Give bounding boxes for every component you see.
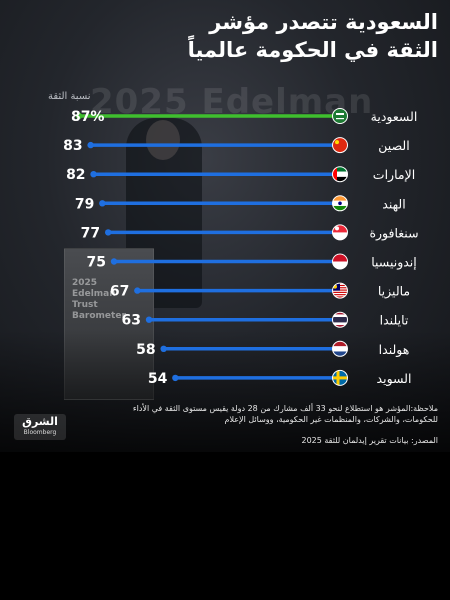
podium-text: 2025 Edelman Trust Barometer [72,278,126,321]
chart-title-line-1: السعودية تتصدر مؤشر [209,10,438,34]
bar-cap-5 [104,229,112,236]
flag-sweden-icon [332,369,348,386]
category-label-3: الإمارات [373,167,415,183]
bar-cap-1 [75,112,83,120]
value-label-3: 82 [66,167,85,183]
source-note: المصدر: بيانات تقرير إيدلمان للثقة 2025 [301,436,438,445]
value-label-6: 75 [87,255,106,271]
value-label-9: 58 [136,342,155,358]
category-label-8: تايلندا [380,313,409,328]
flag-china-icon [332,137,348,154]
flag-uae-icon [332,166,348,183]
bar-cap-10 [172,374,179,382]
flag-india-icon [332,195,348,212]
category-label-2: الصين [378,138,409,154]
bar-cap-9 [160,345,167,352]
category-label-5: سنغافورة [369,225,418,241]
value-label-5: 77 [81,225,100,241]
flag-india-icon-ring [332,195,348,212]
logo-main-text: الشرق [22,415,58,428]
flag-thailand-icon-ring [332,311,348,328]
category-label-7: ماليزيا [378,284,410,300]
flag-indonesia-icon-ring [332,253,348,270]
value-label-7: 67 [110,284,129,300]
value-label-10: 54 [148,371,168,387]
chart-title-line-2: الثقة في الحكومة عالمياً [187,38,438,62]
logo-sub-text: Bloomberg [23,429,57,436]
bar-cap-8 [145,316,153,323]
x-axis-label: نسبة الثقة [48,91,91,102]
value-label-2: 83 [63,138,82,154]
value-label-4: 79 [75,196,94,212]
flag-malaysia-icon [332,282,348,299]
flag-indonesia-icon [332,253,348,270]
bar-cap-7 [134,287,141,294]
flag-netherlands-icon [332,340,348,357]
bar-cap-6 [110,258,118,265]
value-label-8: 63 [122,313,141,329]
footnote: ملاحظة:المؤشر هو استطلاع لنحو 33 ألف مشا… [132,404,438,424]
category-label-6: إندونيسيا [371,255,417,271]
flag-china-icon-ring [332,137,348,154]
bar-chart: 87% السعودية 83 الصين 82 الإمارات 79 الهند 77 سنغ… [63,108,419,387]
flag-singapore-icon [332,224,348,241]
flag-netherlands-icon-ring [332,340,348,357]
category-label-4: الهند [382,196,405,212]
speaker-head [146,120,180,160]
infographic-card: 2025 Edelman 2025 Edelman Trust Baromete… [0,0,450,452]
category-label-10: السويد [377,371,412,387]
flag-malaysia-icon-ring [332,282,348,299]
bar-cap-4 [99,200,106,207]
category-label-1: السعودية [371,109,418,125]
flag-uae-icon-ring [332,166,348,183]
flag-singapore-icon-ring [332,224,348,241]
flag-sweden-icon-ring [332,369,348,386]
flag-saudi-arabia-icon [332,108,348,124]
asharq-bloomberg-logo: الشرق Bloomberg [14,414,66,440]
category-label-9: هولندا [379,342,410,358]
flag-saudi-arabia-icon-ring [332,108,348,124]
bar-cap-3 [90,171,97,178]
flag-thailand-icon [332,311,348,328]
value-label-1: 87% [71,109,105,125]
bar-cap-2 [87,141,94,149]
